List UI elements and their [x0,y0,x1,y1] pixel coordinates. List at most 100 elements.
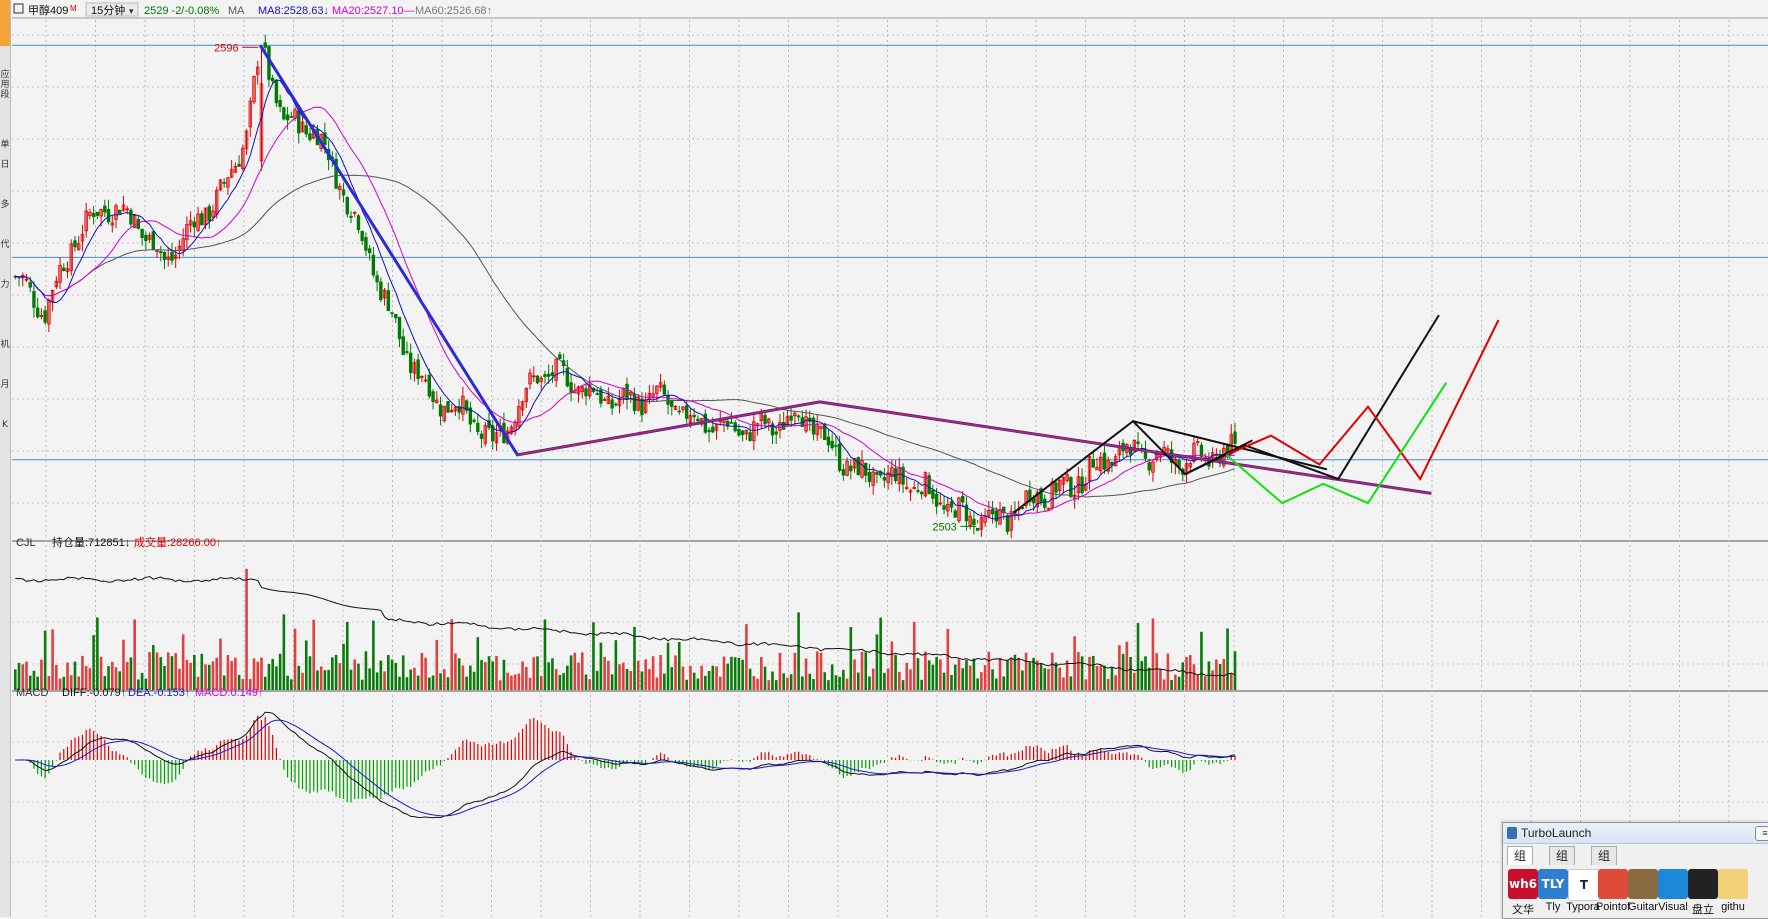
volume-bar [618,664,621,690]
volume-bar [1166,653,1170,690]
volume-bar [219,638,222,690]
turbolaunch-item[interactable]: Guitar [1627,867,1659,917]
volume-bar [148,652,151,690]
volume-bar [573,652,577,690]
volume-bar [110,661,114,690]
candle [543,374,547,377]
turbolaunch-item[interactable]: TLY Tly [1537,867,1569,917]
volume-bar [670,667,674,690]
turbolaunch-window[interactable]: TurboLaunch ≡ 组 1 组 2 组 3 wh6 文华 TLY Tly TTy… [1502,822,1768,919]
volume-bar [1177,676,1181,690]
turbolaunch-item[interactable]: Visual [1657,867,1689,917]
period-label: 15分钟 [91,3,125,17]
candle [43,310,47,323]
candle [65,268,70,272]
volume-bar [260,657,263,690]
candle [446,401,450,413]
candle [942,505,946,510]
turbolaunch-item[interactable]: githu [1717,867,1749,917]
volume-bar [312,619,315,690]
volume-bar [927,660,931,690]
left-bar-highlight[interactable] [0,0,10,46]
candle [233,166,238,173]
turbolaunch-item-label: Tly [1545,901,1561,913]
turbolaunch-item[interactable]: wh6 文华 [1507,867,1539,917]
candle [95,211,100,216]
githu-app-icon[interactable] [1718,869,1748,899]
candle [300,121,305,133]
盘立-app-icon[interactable] [1688,869,1718,899]
volume-bar [1170,679,1173,690]
ma20-value: MA20:2527.10— [332,5,415,17]
volume-bar [215,657,219,690]
left-bar-label[interactable]: 机 [0,340,10,350]
diff-line [15,711,1236,819]
candle [998,508,1002,525]
turbolaunch-titlebar[interactable]: TurboLaunch ≡ [1503,823,1768,844]
volume-bar [972,658,976,690]
candle [625,383,629,400]
left-bar-label[interactable]: 段 [0,90,10,100]
left-bar-label[interactable]: 日 [0,160,10,170]
visual-app-icon[interactable] [1658,869,1688,899]
left-function-bar[interactable]: 应用段单日多代力机月 K [0,0,11,917]
candle [144,234,148,242]
candle [1147,462,1151,471]
volume-value: 成交量:28266.00↑ [134,535,221,549]
volume-bar [185,659,189,690]
turbolaunch-item-label: Pointof [1595,901,1631,913]
volume-bar [1028,662,1032,690]
candle [905,487,909,489]
turbolaunch-menu-button[interactable]: ≡ [1755,826,1768,841]
left-bar-label[interactable]: 单 [0,140,10,150]
left-bar-label[interactable]: K [2,420,8,430]
candle [968,515,972,526]
turbolaunch-tab-1[interactable]: 组 1 [1507,846,1534,881]
candle [565,367,570,387]
candle [811,417,816,435]
volume-bar [99,656,103,690]
volume-bar [752,675,756,690]
volume-bar [1036,660,1039,690]
volume-bar [28,675,32,690]
volume-bar [1133,672,1136,690]
left-bar-label[interactable]: 应用 [0,70,10,90]
candle [726,421,730,427]
left-bar-label[interactable]: 月 [0,380,10,390]
candle [420,375,424,378]
typora-app-icon[interactable]: T [1568,869,1600,901]
candle [1080,476,1084,494]
volume-bar [129,657,133,690]
turbolaunch-tab-2[interactable]: 组 2 [1549,846,1576,881]
candle [949,501,954,508]
volume-bar [1017,657,1020,690]
candle [640,398,644,416]
turbolaunch-item[interactable]: Pointof [1595,867,1631,917]
volume-bar [842,669,845,690]
volume-bar [435,639,439,690]
volume-bar [237,674,241,690]
left-bar-label[interactable]: 多 [0,200,10,210]
candle [438,404,443,417]
volume-bar [1054,662,1058,690]
文华-app-icon[interactable]: wh6 [1508,869,1538,899]
guitar-app-icon[interactable] [1628,869,1658,899]
candle [767,418,771,424]
candle [118,209,122,214]
turbolaunch-logo-icon [1507,827,1517,839]
tly-app-icon[interactable]: TLY [1538,869,1568,899]
volume-bar [476,637,480,690]
volume-bar [1080,656,1084,690]
pointof-app-icon[interactable] [1598,869,1628,899]
volume-bar [707,670,711,690]
left-bar-label[interactable]: 代 [0,240,10,250]
volume-bar [290,679,293,690]
left-bar-label[interactable]: 力 [0,280,10,290]
turbolaunch-tab-3[interactable]: 组 3 [1591,846,1618,881]
volume-bar [528,677,532,690]
volume-bar [92,635,95,690]
turbolaunch-item[interactable]: 盘立 [1687,867,1719,917]
turbolaunch-item[interactable]: T Typora [1566,867,1600,917]
